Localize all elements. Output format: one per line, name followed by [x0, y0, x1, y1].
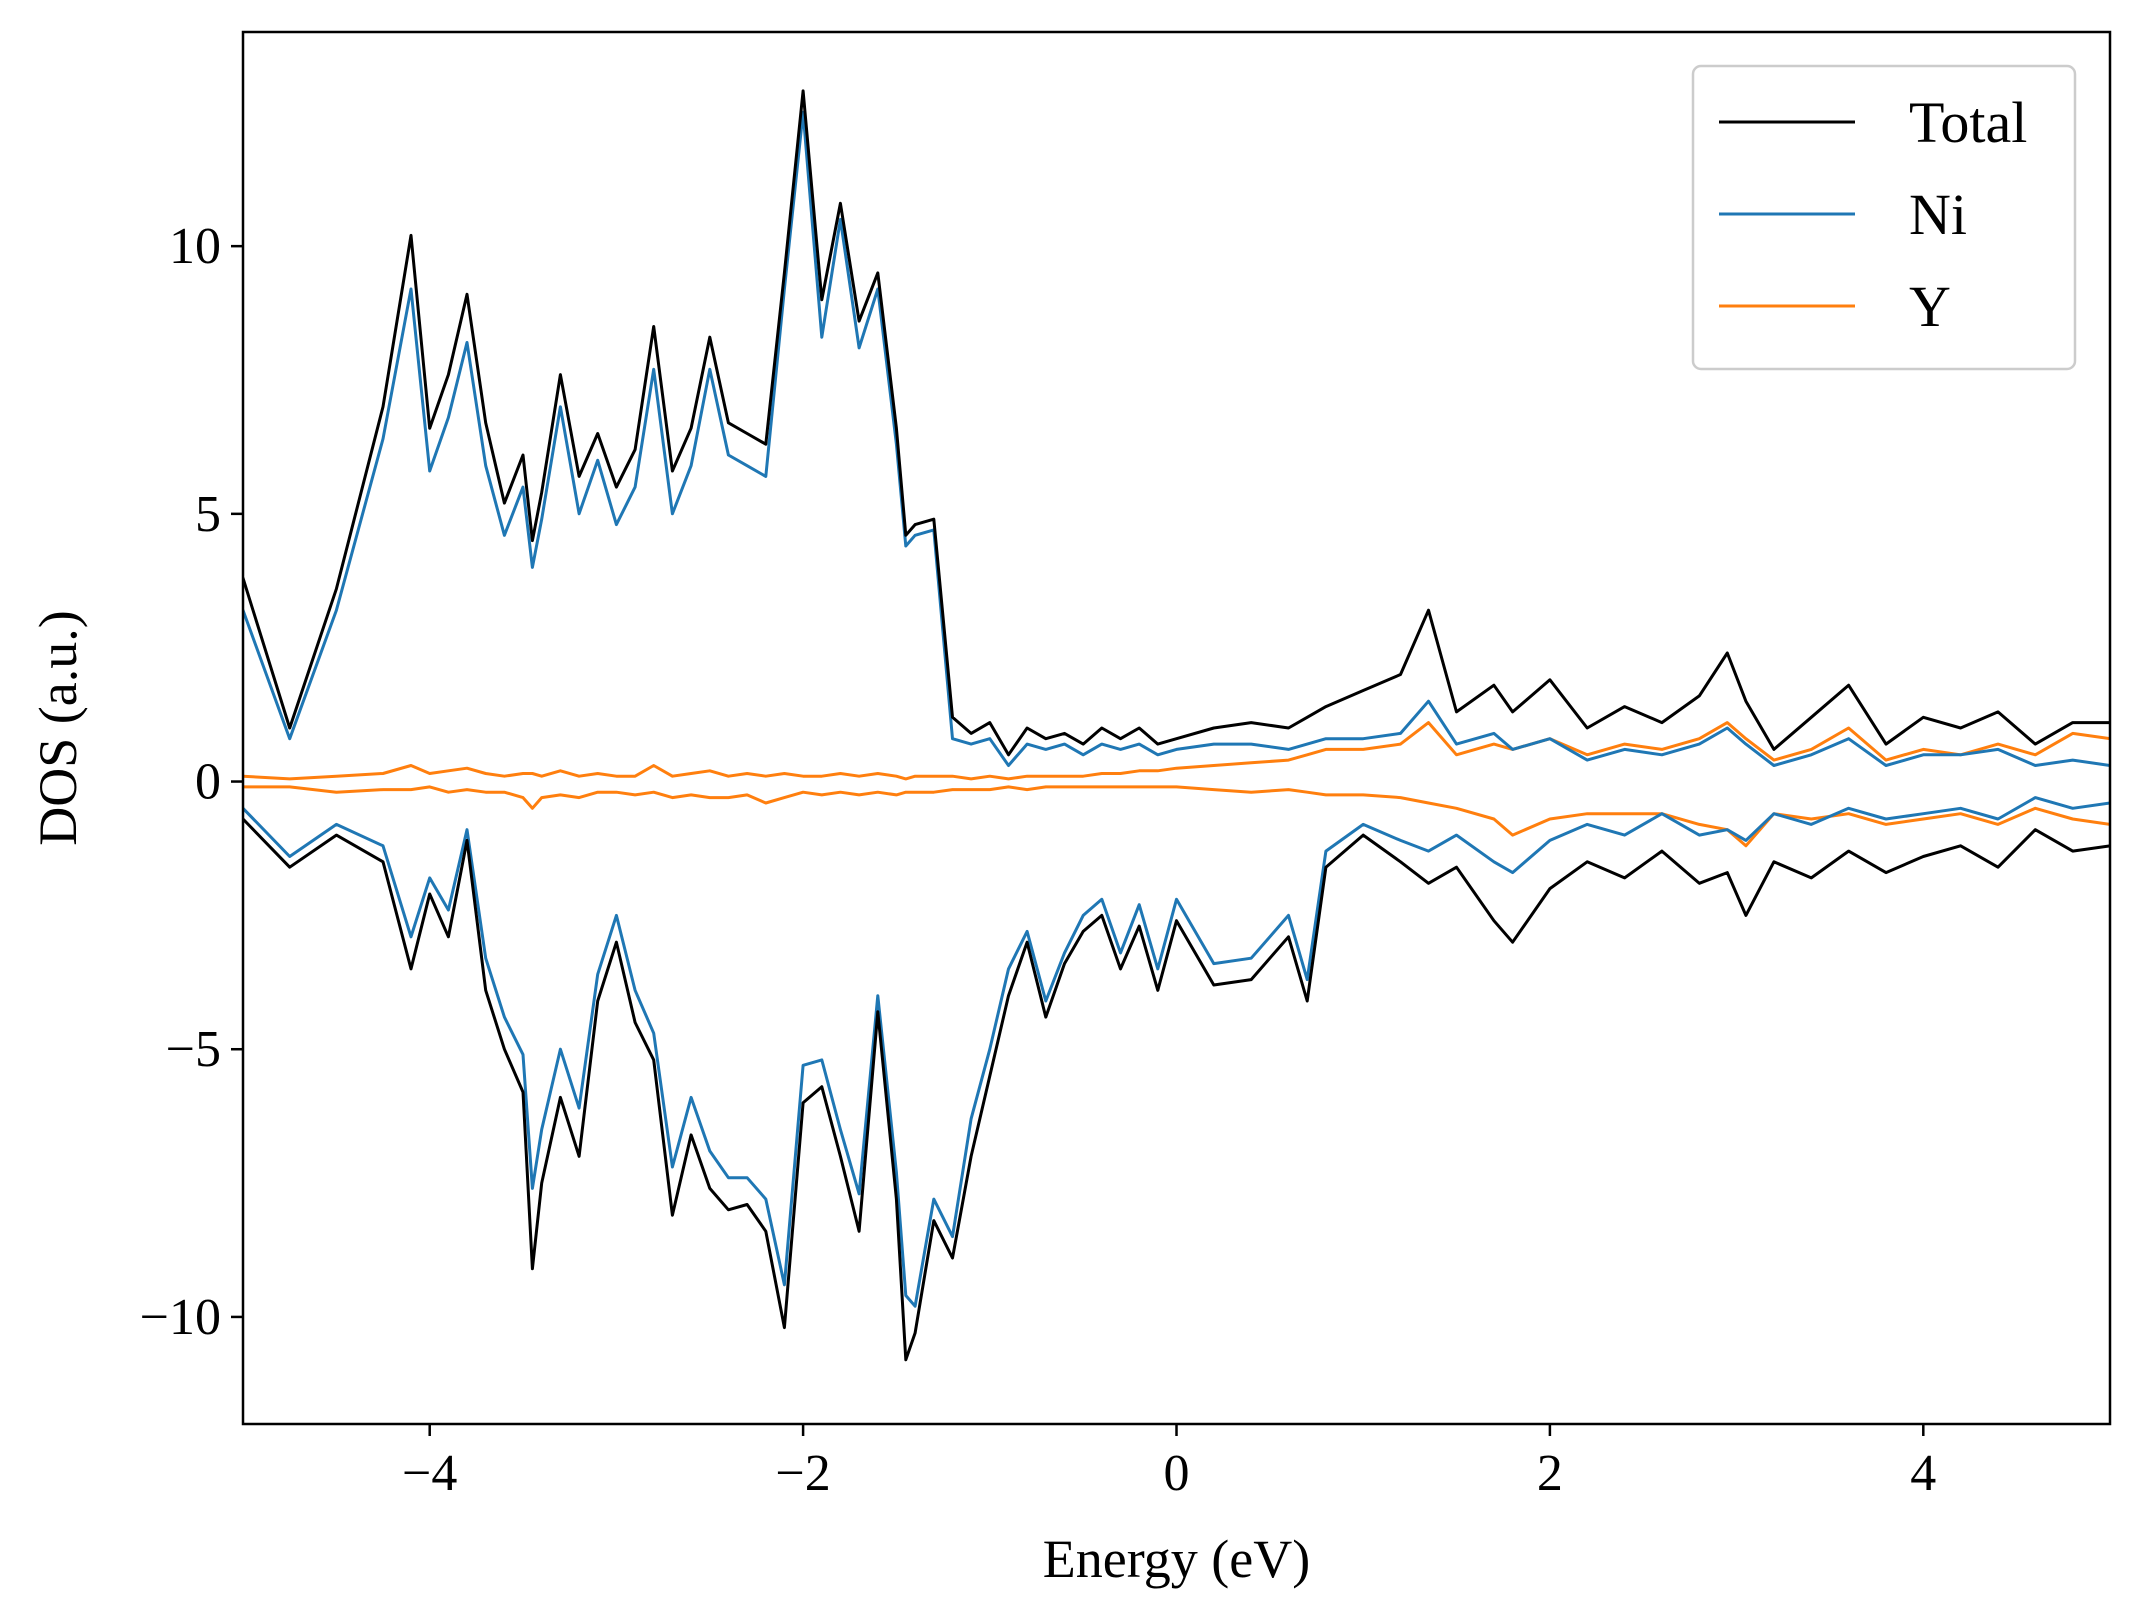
- y-tick-label: −10: [140, 1289, 221, 1346]
- x-tick-label: 4: [1910, 1445, 1936, 1502]
- series-line-y-down: [243, 785, 2110, 848]
- y-tick-label: −5: [166, 1021, 221, 1078]
- x-tick-label: 0: [1164, 1445, 1190, 1502]
- y-tick-label: 5: [195, 486, 221, 543]
- y-axis-label: DOS (a.u.): [28, 610, 88, 845]
- series-line-y-up: [243, 721, 2110, 781]
- x-tick-label: −4: [402, 1445, 457, 1502]
- legend: Total Ni Y: [1691, 64, 2077, 371]
- y-tick-label: 0: [195, 754, 221, 811]
- legend-label-total: Total: [1909, 90, 2027, 155]
- legend-label-y: Y: [1909, 274, 1951, 339]
- axes-layer: −4 −2 0 2 4 −10 −5 0 5 10 Energy (eV) DOS (a.u.): [28, 30, 2112, 1589]
- y-tick-label: 10: [169, 218, 221, 275]
- x-axis-label: Energy (eV): [1043, 1529, 1310, 1589]
- x-tick-label: 2: [1537, 1445, 1563, 1502]
- series-line-ni-down: [243, 796, 2110, 1308]
- legend-box: [1691, 64, 2077, 371]
- series-line-ni-up: [243, 110, 2110, 767]
- x-tick-label: −2: [775, 1445, 830, 1502]
- legend-label-ni: Ni: [1909, 182, 1967, 247]
- series-line-total-up: [243, 89, 2110, 757]
- series-line-total-down: [243, 817, 2110, 1362]
- series-layer: [243, 89, 2110, 1362]
